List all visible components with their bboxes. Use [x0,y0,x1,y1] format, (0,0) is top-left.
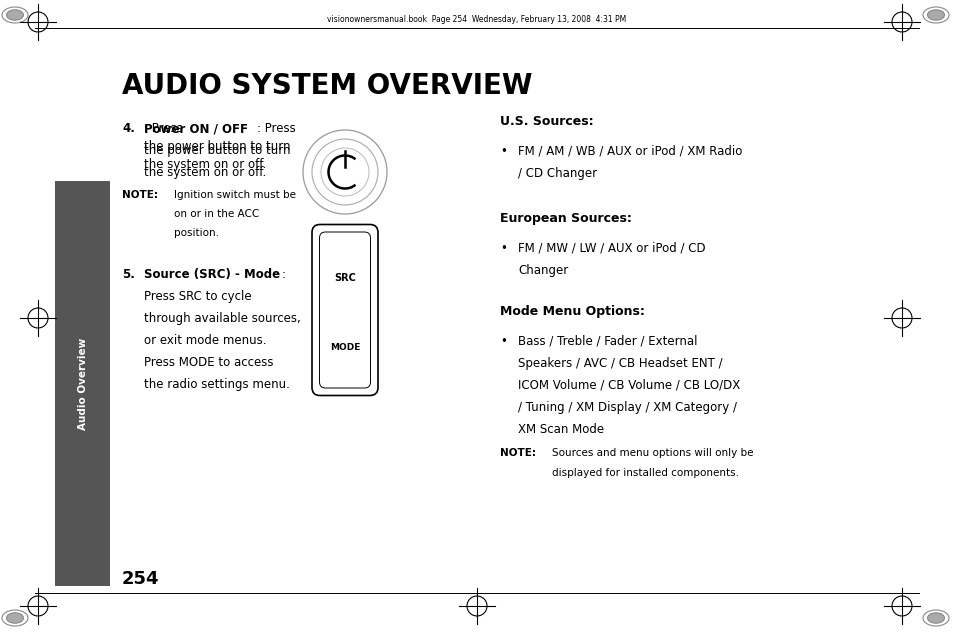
Text: 254: 254 [122,570,159,588]
Ellipse shape [7,10,24,20]
Text: or exit mode menus.: or exit mode menus. [144,334,266,347]
Text: on or in the ACC: on or in the ACC [173,209,259,219]
Text: Press MODE to access: Press MODE to access [144,356,274,369]
Text: Speakers / AVC / CB Headset ENT /: Speakers / AVC / CB Headset ENT / [517,357,721,370]
Text: the power button to turn: the power button to turn [144,144,291,157]
Text: / Tuning / XM Display / XM Category /: / Tuning / XM Display / XM Category / [517,401,737,414]
Text: SRC: SRC [334,273,355,283]
Text: Bass / Treble / Fader / External: Bass / Treble / Fader / External [517,335,697,348]
Text: Ignition switch must be: Ignition switch must be [173,190,295,200]
Text: Mode Menu Options:: Mode Menu Options: [499,305,644,318]
Text: Audio Overview: Audio Overview [77,337,88,430]
Text: European Sources:: European Sources: [499,212,631,225]
Text: NOTE:: NOTE: [499,448,536,458]
Text: U.S. Sources:: U.S. Sources: [499,115,593,128]
Text: Changer: Changer [517,264,568,277]
Text: FM / AM / WB / AUX or iPod / XM Radio: FM / AM / WB / AUX or iPod / XM Radio [517,145,741,158]
Text: NOTE:: NOTE: [122,190,158,200]
Text: 5.: 5. [122,268,134,281]
Ellipse shape [926,613,943,623]
Text: AUDIO SYSTEM OVERVIEW: AUDIO SYSTEM OVERVIEW [122,72,532,100]
Text: •: • [499,335,506,348]
Ellipse shape [926,10,943,20]
Text: position.: position. [173,228,219,238]
FancyBboxPatch shape [55,181,110,586]
Text: MODE: MODE [330,343,360,352]
Text: / CD Changer: / CD Changer [517,167,597,180]
Text: : Press: : Press [256,122,295,135]
Text: visionownersmanual.book  Page 254  Wednesday, February 13, 2008  4:31 PM: visionownersmanual.book Page 254 Wednesd… [327,15,626,24]
Ellipse shape [7,613,24,623]
Text: XM Scan Mode: XM Scan Mode [517,423,603,436]
Text: the radio settings menu.: the radio settings menu. [144,378,290,391]
FancyBboxPatch shape [312,225,377,396]
Text: displayed for installed components.: displayed for installed components. [552,468,739,478]
FancyBboxPatch shape [319,232,370,388]
Text: : Press
the power button to turn
the system on or off.: : Press the power button to turn the sys… [144,122,291,171]
Text: Sources and menu options will only be: Sources and menu options will only be [552,448,753,458]
Text: 4.: 4. [122,122,134,135]
Text: ICOM Volume / CB Volume / CB LO/DX: ICOM Volume / CB Volume / CB LO/DX [517,379,740,392]
Text: Source (SRC) - Mode: Source (SRC) - Mode [144,268,280,281]
Text: •: • [499,145,506,158]
Text: Power ON / OFF: Power ON / OFF [144,122,248,135]
Text: through available sources,: through available sources, [144,312,300,325]
Text: the system on or off.: the system on or off. [144,166,266,179]
Text: Press SRC to cycle: Press SRC to cycle [144,290,252,303]
Text: :: : [282,268,286,281]
Text: FM / MW / LW / AUX or iPod / CD: FM / MW / LW / AUX or iPod / CD [517,242,705,255]
Text: •: • [499,242,506,255]
